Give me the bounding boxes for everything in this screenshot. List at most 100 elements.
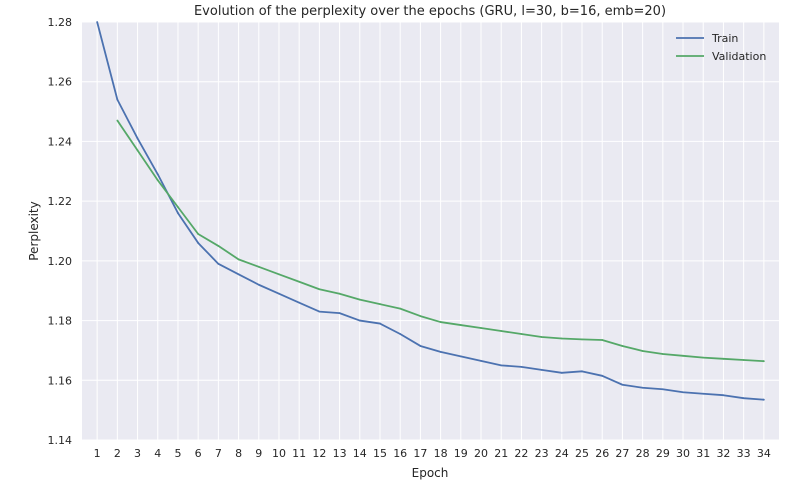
- data-point-validation: [278, 273, 280, 276]
- plot-background: [82, 22, 779, 440]
- data-point-train: [156, 173, 159, 176]
- data-point-train: [358, 319, 361, 322]
- data-point-validation: [641, 350, 644, 352]
- data-point-validation: [177, 206, 179, 209]
- x-tick-label: 12: [312, 447, 326, 460]
- x-tick-label: 21: [494, 447, 508, 460]
- x-tick-label: 20: [474, 447, 488, 460]
- x-tick-label: 3: [134, 447, 141, 460]
- data-point-train: [581, 370, 583, 373]
- data-point-validation: [762, 360, 765, 363]
- x-tick-label: 34: [757, 447, 771, 460]
- data-point-validation: [419, 315, 422, 317]
- data-point-validation: [621, 345, 624, 347]
- data-point-validation: [540, 336, 543, 338]
- y-tick-label: 1.14: [48, 434, 73, 447]
- data-point-validation: [702, 356, 705, 359]
- x-tick-label: 27: [615, 447, 629, 460]
- x-tick-label: 28: [636, 447, 650, 460]
- x-tick-label: 17: [413, 447, 427, 460]
- x-tick-label: 19: [454, 447, 468, 460]
- data-point-train: [197, 242, 200, 244]
- x-tick-label: 30: [676, 447, 690, 460]
- data-point-validation: [116, 119, 119, 122]
- data-point-train: [480, 359, 482, 362]
- data-point-train: [439, 351, 442, 353]
- data-point-validation: [136, 149, 139, 152]
- data-point-train: [560, 371, 563, 374]
- data-point-train: [379, 322, 381, 325]
- y-tick-label: 1.16: [48, 374, 73, 387]
- data-point-train: [641, 386, 644, 389]
- data-point-train: [762, 398, 765, 401]
- x-tick-label: 22: [514, 447, 528, 460]
- data-point-validation: [520, 333, 523, 335]
- data-point-train: [621, 383, 624, 386]
- x-tick-label: 29: [656, 447, 670, 460]
- data-point-train: [257, 283, 260, 286]
- data-point-validation: [459, 324, 462, 326]
- x-tick-label: 10: [272, 447, 286, 460]
- data-point-validation: [581, 338, 583, 341]
- data-point-train: [682, 391, 684, 394]
- data-point-validation: [480, 327, 482, 329]
- data-point-train: [601, 374, 604, 377]
- data-point-validation: [318, 288, 321, 291]
- data-point-validation: [298, 280, 301, 283]
- data-point-train: [298, 301, 301, 304]
- legend-label-validation: Validation: [712, 50, 766, 63]
- y-axis-label: Perplexity: [27, 201, 41, 261]
- chart-title: Evolution of the perplexity over the epo…: [194, 4, 666, 19]
- x-tick-label: 1: [94, 447, 101, 460]
- x-tick-label: 16: [393, 447, 407, 460]
- data-point-train: [661, 388, 664, 391]
- x-tick-label: 23: [535, 447, 549, 460]
- data-point-validation: [682, 354, 684, 357]
- x-tick-label: 2: [114, 447, 121, 460]
- x-tick-label: 9: [255, 447, 262, 460]
- x-tick-label: 4: [154, 447, 161, 460]
- x-tick-label: 14: [353, 447, 367, 460]
- data-point-train: [702, 392, 705, 395]
- data-point-validation: [601, 339, 604, 341]
- series-lines: [96, 21, 765, 401]
- data-point-validation: [156, 179, 159, 182]
- x-tick-label: 13: [333, 447, 347, 460]
- data-point-train: [237, 273, 240, 276]
- data-point-validation: [500, 330, 503, 332]
- y-tick-label: 1.26: [48, 76, 73, 89]
- data-point-validation: [722, 357, 725, 360]
- data-point-validation: [661, 353, 664, 355]
- y-tick-label: 1.22: [48, 195, 73, 208]
- data-point-train: [419, 345, 422, 347]
- x-tick-label: 8: [235, 447, 242, 460]
- data-point-train: [338, 312, 341, 315]
- data-point-train: [96, 21, 99, 23]
- data-point-train: [217, 262, 220, 265]
- y-tick-label: 1.20: [48, 255, 73, 268]
- data-point-validation: [560, 337, 563, 340]
- series-line-train: [96, 21, 764, 401]
- x-tick-label: 15: [373, 447, 387, 460]
- data-point-validation: [379, 303, 381, 306]
- data-point-validation: [399, 307, 402, 310]
- data-point-train: [136, 137, 139, 140]
- data-point-train: [116, 98, 119, 101]
- y-tick-label: 1.18: [48, 315, 73, 328]
- legend-label-train: Train: [711, 32, 738, 45]
- x-tick-label: 6: [195, 447, 202, 460]
- data-point-train: [722, 394, 725, 397]
- x-tick-label: 18: [434, 447, 448, 460]
- data-point-train: [177, 212, 179, 214]
- y-tick-labels: 1.14 1.16 1.18 1.20 1.22 1.24 1.26 1.28: [48, 16, 73, 447]
- data-point-train: [399, 333, 402, 335]
- x-tick-label: 33: [737, 447, 751, 460]
- x-tick-label: 31: [696, 447, 710, 460]
- data-point-validation: [742, 359, 745, 361]
- data-point-validation: [237, 258, 240, 261]
- data-point-validation: [358, 298, 361, 301]
- data-point-train: [318, 310, 321, 313]
- data-point-validation: [338, 292, 341, 295]
- data-point-validation: [217, 245, 220, 247]
